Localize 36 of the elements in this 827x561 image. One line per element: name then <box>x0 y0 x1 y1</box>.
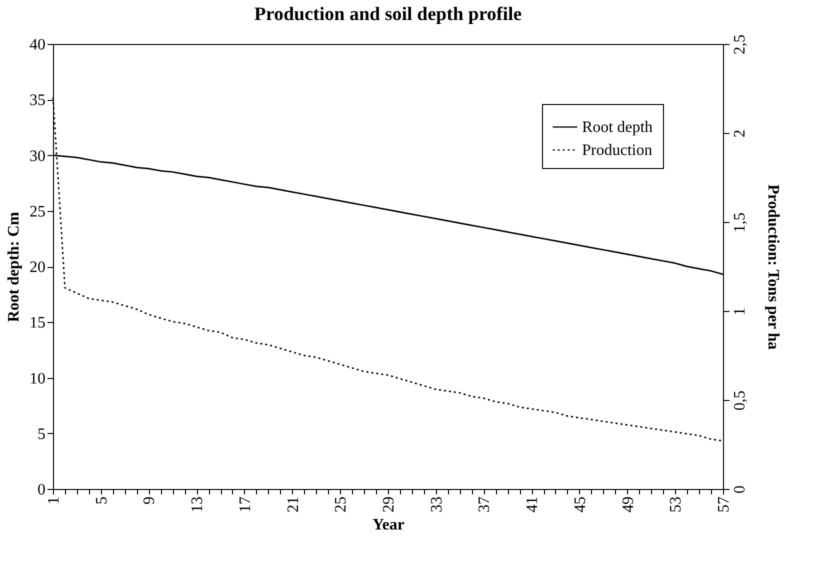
x-tick-label: 25 <box>332 496 350 512</box>
y2-tick-label: 0,5 <box>732 390 748 410</box>
y-tick-label: 15 <box>30 314 46 332</box>
x-tick-label: 9 <box>141 496 158 504</box>
y-tick-label: 40 <box>30 36 46 54</box>
y-tick-label: 10 <box>30 370 46 388</box>
y-tick-label: 35 <box>30 92 46 110</box>
x-tick-label: 33 <box>428 496 446 512</box>
y-tick-label: 0 <box>38 482 46 498</box>
y-axis-title: Root depth: Cm <box>6 211 22 322</box>
x-tick-label: 1 <box>46 496 62 504</box>
legend-label: Production <box>582 142 652 159</box>
x-tick-label: 5 <box>93 496 110 504</box>
x-tick-label: 17 <box>236 496 254 512</box>
x-tick-label: 13 <box>189 496 206 512</box>
y-tick-label: 20 <box>30 259 46 276</box>
x-tick-label: 49 <box>620 496 637 512</box>
x-tick-label: 41 <box>524 496 542 512</box>
y2-tick-label: 1 <box>732 308 748 316</box>
y-tick-label: 30 <box>30 148 46 165</box>
x-tick-label: 29 <box>380 496 398 512</box>
y2-tick-label: 0 <box>732 486 748 494</box>
y2-tick-label: 1,5 <box>732 212 748 232</box>
legend-label: Root depth <box>582 119 653 136</box>
y-tick-label: 25 <box>30 203 46 220</box>
y-tick-label: 5 <box>38 426 46 443</box>
x-tick-label: 21 <box>284 496 302 512</box>
x-tick-label: 57 <box>716 496 732 512</box>
y2-tick-label: 2,5 <box>732 34 748 54</box>
y2-tick-label: 2 <box>732 130 748 138</box>
chart-title: Production and soil depth profile <box>254 4 522 25</box>
x-tick-label: 45 <box>572 496 589 512</box>
y2-axis-title: Production: Tons per ha <box>764 184 782 350</box>
x-tick-label: 53 <box>668 496 685 512</box>
x-axis-title: Year <box>372 516 404 534</box>
x-tick-label: 37 <box>476 496 494 512</box>
